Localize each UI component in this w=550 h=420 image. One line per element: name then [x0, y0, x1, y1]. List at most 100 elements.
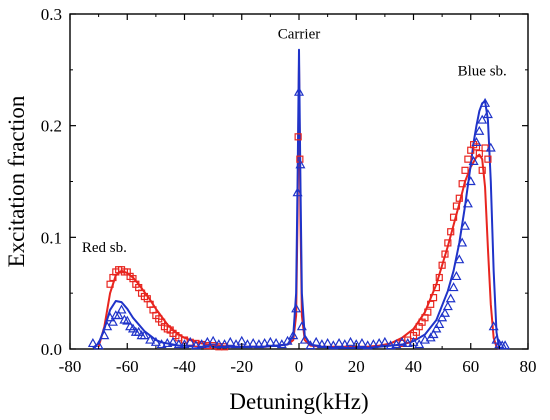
triangle-marker: [87, 337, 98, 348]
annotation-label: Red sb.: [82, 240, 127, 256]
annotation-label: Blue sb.: [458, 63, 507, 79]
triangle-marker: [414, 339, 425, 349]
square-marker: [478, 166, 486, 174]
x-tick-label: -60: [116, 357, 139, 376]
square-marker: [435, 273, 443, 282]
x-tick-label: 20: [348, 357, 365, 376]
triangle-marker: [457, 237, 468, 247]
triangle-marker: [468, 155, 479, 165]
triangle-marker: [500, 340, 511, 350]
triangle-marker: [471, 136, 482, 147]
square-marker: [294, 133, 302, 141]
triangle-marker: [311, 336, 322, 346]
triangle-marker: [133, 326, 144, 336]
triangle-marker: [334, 337, 345, 348]
square-marker: [455, 194, 463, 202]
x-tick-label: 80: [520, 357, 537, 376]
triangle-marker: [374, 337, 385, 348]
triangle-marker: [265, 336, 276, 346]
square-marker: [432, 283, 440, 292]
x-tick-label: 60: [462, 357, 479, 376]
triangle-marker: [156, 339, 167, 349]
y-axis-title: Excitation fraction: [4, 95, 29, 267]
triangle-marker: [102, 321, 113, 331]
triangle-marker: [442, 301, 453, 311]
square-marker: [461, 166, 469, 174]
x-tick-label: -20: [230, 357, 253, 376]
triangle-marker: [482, 109, 493, 119]
annotations: Carrier Red sb. Blue sb.: [82, 27, 507, 256]
triangle-marker: [439, 307, 451, 317]
triangle-marker: [485, 142, 496, 152]
square-marker: [475, 149, 483, 158]
triangle-marker: [259, 337, 270, 348]
triangle-marker: [190, 340, 201, 350]
triangle-marker: [437, 312, 448, 322]
triangle-marker: [127, 323, 138, 333]
y-tick-label: 0.2: [41, 117, 62, 136]
square-marker: [404, 336, 412, 344]
triangle-marker: [356, 337, 367, 348]
square-marker: [444, 239, 452, 247]
triangle-marker: [293, 86, 305, 96]
square-marker: [449, 213, 458, 221]
x-tick-label: 0: [295, 357, 304, 376]
triangle-marker: [448, 282, 459, 292]
triangle-marker: [362, 340, 373, 350]
triangle-marker: [107, 316, 118, 326]
triangle-marker: [385, 340, 396, 350]
triangle-marker: [460, 220, 471, 230]
triangle-marker: [292, 187, 303, 197]
triangle-marker: [465, 176, 476, 186]
x-axis-ticks: -80 -60 -40 -20 0 20 40 60 80: [59, 14, 537, 376]
square-marker: [429, 294, 438, 302]
triangle-marker: [116, 304, 127, 314]
triangle-marker: [480, 97, 491, 107]
triangle-marker: [288, 330, 299, 340]
square-marker: [424, 308, 432, 316]
square-marker: [438, 261, 446, 269]
y-tick-label: 0.3: [41, 5, 62, 24]
y-axis-ticks: 0.0 0.1 0.2 0.3: [41, 5, 528, 359]
triangle-marker: [282, 335, 293, 345]
triangle-marker: [145, 334, 156, 344]
triangle-marker: [99, 330, 110, 340]
x-tick-label: -80: [59, 357, 82, 376]
triangle-marker: [213, 339, 224, 349]
triangle-marker: [379, 336, 390, 346]
square-marker: [464, 155, 472, 163]
triangle-marker: [368, 339, 379, 349]
triangle-marker: [248, 337, 259, 348]
x-axis-title: Detuning(kHz): [229, 389, 368, 414]
triangle-marker: [445, 293, 456, 303]
triangle-marker: [291, 303, 302, 313]
square-marker: [106, 280, 114, 288]
triangle-marker: [322, 337, 333, 348]
y-tick-label: 0.0: [41, 340, 62, 359]
square-marker: [452, 202, 461, 210]
triangle-marker: [345, 336, 356, 346]
triangle-marker: [462, 198, 473, 208]
triangle-marker: [173, 339, 184, 349]
square-marker: [441, 250, 449, 258]
triangle-marker: [296, 321, 307, 331]
triangle-marker: [454, 254, 465, 264]
x-tick-label: -40: [173, 357, 196, 376]
triangle-marker: [225, 336, 236, 346]
triangle-marker: [434, 318, 445, 329]
triangle-marker: [185, 336, 196, 346]
triangle-marker: [168, 336, 179, 346]
triangle-marker: [122, 315, 133, 325]
triangle-marker: [113, 310, 124, 320]
triangle-marker: [428, 329, 439, 339]
triangle-marker: [491, 334, 502, 344]
triangle-marker: [431, 323, 442, 333]
triangle-marker: [162, 337, 173, 348]
square-marker: [427, 300, 435, 308]
x-tick-label: 40: [405, 357, 422, 376]
data-markers: [87, 86, 511, 351]
triangle-marker: [316, 339, 327, 349]
annotation-label: Carrier: [278, 27, 320, 43]
triangle-marker: [397, 336, 408, 346]
